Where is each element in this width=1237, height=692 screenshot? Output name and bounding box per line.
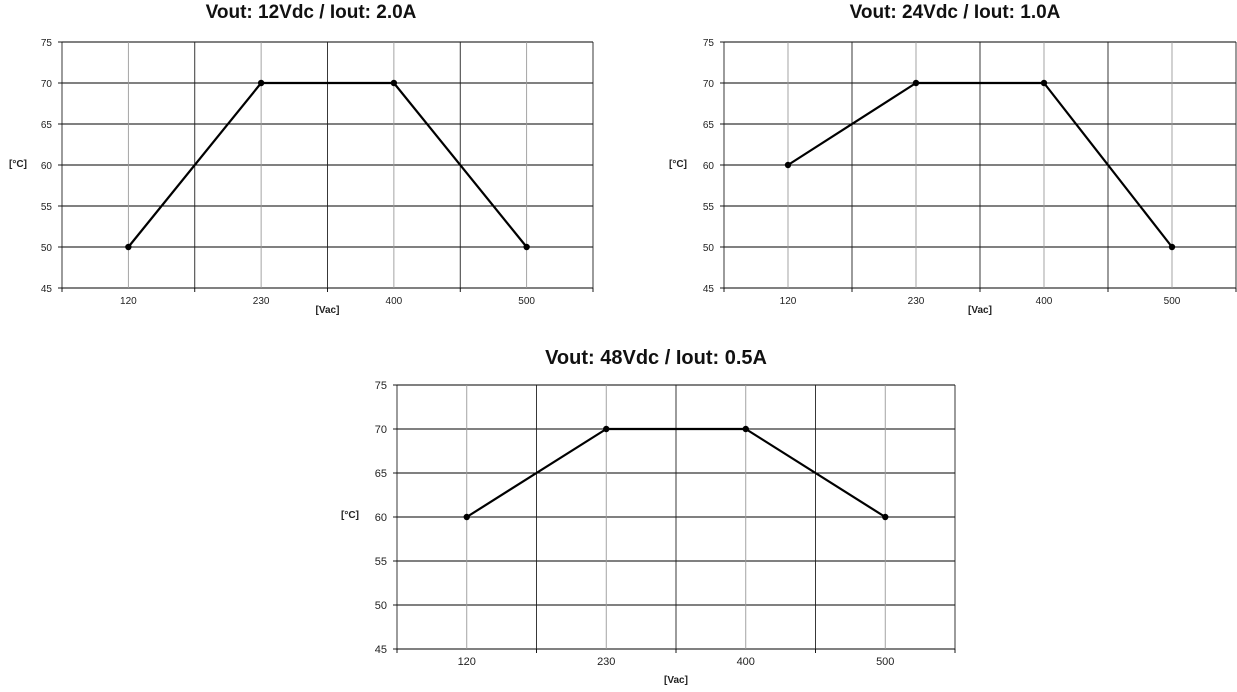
x-tick-label: 400 — [1036, 296, 1053, 307]
data-point — [1040, 79, 1048, 87]
x-tick-label: 120 — [120, 296, 137, 307]
data-point — [882, 513, 889, 521]
y-tick-label: 50 — [703, 243, 715, 254]
chart-panel-24vdc: Vout: 24Vdc / Iout: 1.0A 45 50 55 60 65 70 75 1… — [625, 0, 1237, 330]
chart-plot: 45 50 55 60 65 70 75 120 230 400 500 [Vac] [°C] — [669, 38, 1237, 316]
y-tick-label: 55 — [375, 556, 387, 568]
y-tick-label: 60 — [41, 161, 53, 172]
y-tick-label: 65 — [375, 468, 387, 480]
y-axis-label: [°C] — [341, 510, 359, 521]
x-axis-label: [Vac] — [664, 675, 688, 686]
y-tick-label: 70 — [375, 424, 387, 436]
data-point — [912, 79, 920, 87]
y-tick-label: 45 — [375, 644, 387, 656]
y-tick-label: 75 — [703, 38, 715, 49]
data-point — [523, 243, 530, 251]
grid — [720, 41, 1237, 292]
chart-panel-48vdc: Vout: 48Vdc / Iout: 0.5A 45 50 55 60 65 70 75 1… — [318, 338, 968, 692]
y-tick-label: 65 — [703, 120, 715, 131]
grid — [393, 384, 956, 653]
y-tick-label: 50 — [375, 600, 387, 612]
x-tick-label: 230 — [908, 296, 925, 307]
x-axis-label: [Vac] — [968, 305, 992, 316]
data-point — [742, 425, 749, 433]
y-tick-label: 60 — [703, 161, 715, 172]
data-point — [603, 425, 610, 433]
data-point — [784, 161, 792, 169]
x-tick-label: 500 — [518, 296, 535, 307]
data-point — [463, 513, 470, 521]
data-point — [125, 243, 132, 251]
chart-plot: 45 50 55 60 65 70 75 120 230 400 500 [Vac] [°C] — [341, 380, 956, 686]
x-tick-label: 400 — [386, 296, 403, 307]
x-tick-label: 500 — [1164, 296, 1181, 307]
y-tick-label: 75 — [41, 38, 53, 49]
chart-plot: 45 50 55 60 65 70 75 120 230 400 500 [Vac] [°C] — [9, 38, 594, 316]
y-tick-label: 50 — [41, 243, 53, 254]
x-axis-label: [Vac] — [316, 305, 340, 316]
y-tick-label: 45 — [41, 284, 53, 295]
y-tick-label: 55 — [41, 202, 53, 213]
y-tick-label: 70 — [41, 79, 53, 90]
chart-title: Vout: 12Vdc / Iout: 2.0A — [205, 2, 417, 23]
x-tick-label: 120 — [458, 656, 476, 668]
series-line — [127, 81, 528, 248]
y-tick-label: 75 — [375, 380, 387, 392]
series-line — [466, 427, 886, 518]
chart-title: Vout: 48Vdc / Iout: 0.5A — [545, 347, 767, 369]
grid — [58, 41, 594, 292]
series-line — [787, 81, 1173, 248]
y-axis-label: [°C] — [9, 159, 27, 170]
y-tick-label: 60 — [375, 512, 387, 524]
x-tick-label: 120 — [780, 296, 797, 307]
x-tick-label: 230 — [253, 296, 270, 307]
data-point — [257, 79, 265, 87]
chart-title: Vout: 24Vdc / Iout: 1.0A — [849, 2, 1061, 23]
x-tick-label: 230 — [597, 656, 615, 668]
chart-panel-12vdc: Vout: 12Vdc / Iout: 2.0A 45 50 55 60 65 70 75 1… — [0, 0, 610, 330]
y-tick-label: 70 — [703, 79, 715, 90]
y-tick-label: 55 — [703, 202, 715, 213]
y-axis-label: [°C] — [669, 159, 687, 170]
data-point — [1168, 243, 1176, 251]
y-tick-label: 45 — [703, 284, 715, 295]
y-tick-label: 65 — [41, 120, 53, 131]
data-point — [390, 79, 398, 87]
x-tick-label: 500 — [876, 656, 894, 668]
x-tick-label: 400 — [737, 656, 755, 668]
